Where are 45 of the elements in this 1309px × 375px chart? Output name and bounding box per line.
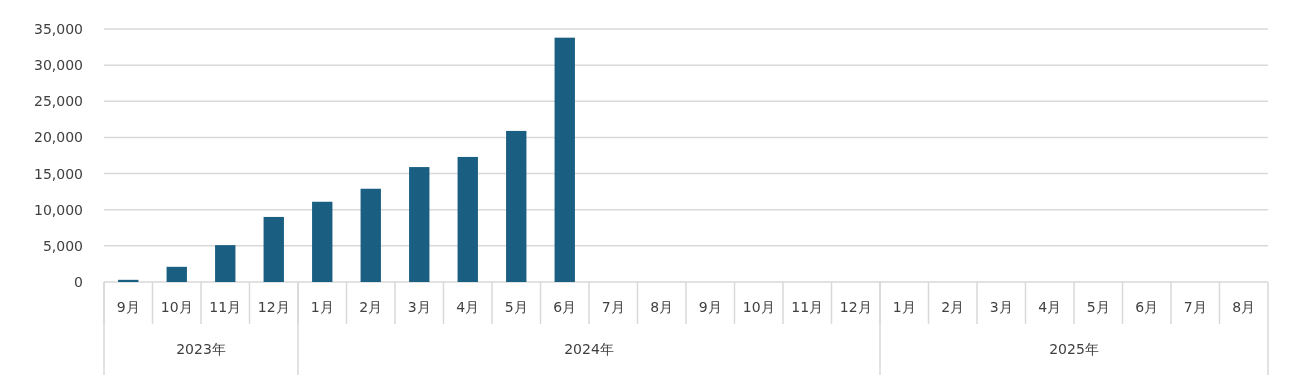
x-tick-label: 5月 bbox=[504, 299, 528, 315]
bar bbox=[409, 167, 430, 282]
bar bbox=[506, 130, 527, 282]
x-tick-label: 10月 bbox=[742, 299, 775, 315]
x-tick-label: 6月 bbox=[1135, 299, 1159, 315]
x-tick-label: 5月 bbox=[1086, 299, 1110, 315]
bar bbox=[312, 201, 333, 282]
x-tick-label: 12月 bbox=[839, 299, 872, 315]
text: 2025年 bbox=[1049, 341, 1099, 357]
x-tick-label: 9月 bbox=[116, 299, 140, 315]
x-tick-label: 3月 bbox=[989, 299, 1013, 315]
x-tick-label: 2月 bbox=[359, 299, 383, 315]
y-tick-label: 30,000 bbox=[34, 57, 83, 74]
x-tick-label: 4月 bbox=[456, 299, 480, 315]
x-tick-label: 7月 bbox=[1183, 299, 1207, 315]
text: 2024年 bbox=[564, 341, 614, 357]
y-tick-label: 10,000 bbox=[34, 201, 83, 218]
x-tick-label: 10月 bbox=[160, 299, 193, 315]
bar bbox=[118, 279, 139, 282]
x-tick-label: 11月 bbox=[209, 299, 242, 315]
x-tick-label: 4月 bbox=[1038, 299, 1062, 315]
bar bbox=[457, 156, 478, 282]
x-tick-label: 8月 bbox=[1232, 299, 1256, 315]
x-tick-label: 9月 bbox=[698, 299, 722, 315]
x-tick-label: 6月 bbox=[553, 299, 577, 315]
bar bbox=[215, 245, 236, 282]
y-tick-label: 35,000 bbox=[34, 21, 83, 37]
y-tick-label: 0 bbox=[74, 274, 83, 290]
bar bbox=[360, 188, 381, 282]
x-tick-label: 8月 bbox=[650, 299, 674, 315]
x-tick-label: 1月 bbox=[310, 299, 334, 315]
y-tick-label: 25,000 bbox=[34, 93, 83, 110]
bar bbox=[263, 216, 284, 282]
bar bbox=[554, 37, 575, 282]
x-tick-label: 1月 bbox=[892, 299, 916, 315]
x-tick-label: 12月 bbox=[257, 299, 290, 315]
x-tick-label: 2月 bbox=[941, 299, 965, 315]
y-tick-label: 20,000 bbox=[34, 129, 83, 146]
y-tick-label: 15,000 bbox=[34, 165, 83, 182]
x-tick-label: 7月 bbox=[601, 299, 625, 315]
y-tick-label: 5,000 bbox=[42, 237, 83, 254]
text: 2023年 bbox=[176, 341, 226, 357]
x-tick-label: 3月 bbox=[407, 299, 431, 315]
bar bbox=[166, 266, 187, 282]
x-tick-label: 11月 bbox=[791, 299, 824, 315]
